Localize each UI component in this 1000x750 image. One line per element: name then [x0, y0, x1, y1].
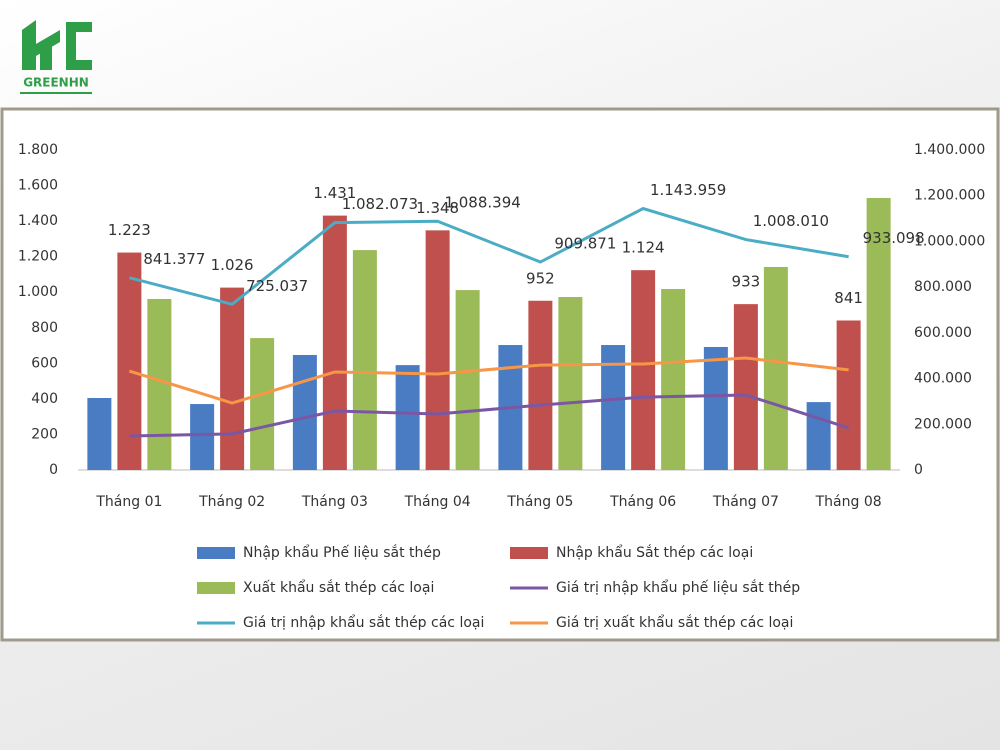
data-label: 1.431: [313, 184, 356, 202]
x-tick-label: Tháng 05: [506, 494, 573, 510]
legend-label: Giá trị xuất khẩu sắt thép các loại: [556, 614, 793, 631]
data-label: 841: [834, 289, 863, 307]
data-label: 933: [732, 273, 761, 291]
data-label: 1.124: [622, 239, 665, 257]
legend-swatch: [510, 547, 548, 559]
y2-tick-label: 600.000: [914, 325, 972, 341]
bar: [733, 304, 758, 470]
bar: [455, 290, 480, 470]
legend-swatch: [197, 547, 235, 559]
line: [128, 206, 849, 306]
y2-tick-label: 0: [914, 462, 923, 478]
bar: [117, 252, 142, 470]
x-tick-label: Tháng 08: [815, 494, 882, 510]
y-tick-label: 800: [31, 320, 58, 336]
data-label: 1.088.394: [444, 194, 520, 212]
logo: GREENHN: [20, 20, 92, 94]
bar: [528, 300, 553, 470]
legend-label: Giá trị nhập khẩu sắt thép các loại: [243, 614, 484, 631]
bar: [87, 398, 112, 470]
line: [129, 393, 850, 438]
data-label: 1.143.959: [650, 181, 726, 199]
legend-label: Nhập khẩu Phế liệu sắt thép: [243, 544, 441, 561]
bar: [703, 346, 728, 470]
y2-tick-label: 800.000: [914, 279, 972, 295]
data-label: 909.871: [554, 235, 616, 253]
data-label: 1.082.073: [342, 195, 418, 213]
data-label: 952: [526, 269, 555, 287]
bar: [292, 354, 317, 470]
bar: [220, 287, 245, 470]
data-label: 1.348: [416, 199, 459, 217]
y-tick-label: 1.800: [18, 142, 58, 158]
y-tick-label: 1.200: [18, 249, 58, 265]
bar: [763, 266, 788, 470]
x-tick-label: Tháng 04: [404, 494, 471, 510]
legend-swatch: [197, 582, 235, 594]
data-label: 725.037: [246, 277, 308, 295]
bar: [631, 270, 656, 470]
bar: [147, 298, 172, 470]
bar: [250, 338, 275, 470]
y-tick-label: 600: [31, 355, 58, 371]
bar: [190, 404, 215, 470]
data-label: 841.377: [143, 250, 205, 268]
y2-tick-label: 400.000: [914, 371, 972, 387]
bar: [661, 289, 686, 470]
y2-tick-label: 1.000.000: [914, 233, 985, 249]
y2-tick-label: 1.400.000: [914, 142, 985, 158]
y-tick-label: 1.400: [18, 213, 58, 229]
line: [128, 356, 849, 405]
x-tick-label: Tháng 02: [198, 494, 265, 510]
bar: [836, 320, 861, 470]
bar: [806, 402, 831, 470]
y2-tick-label: 200.000: [914, 416, 972, 432]
data-label: 1.026: [211, 256, 254, 274]
x-tick-label: Tháng 06: [609, 494, 676, 510]
bar: [425, 230, 450, 470]
bar: [866, 198, 891, 470]
y-tick-label: 1.600: [18, 178, 58, 194]
x-tick-label: Tháng 07: [712, 494, 779, 510]
legend-label: Nhập khẩu Sắt thép các loại: [556, 544, 753, 561]
y2-tick-label: 1.200.000: [914, 188, 985, 204]
y-tick-label: 1.000: [18, 284, 58, 300]
x-tick-label: Tháng 03: [301, 494, 368, 510]
x-tick-label: Tháng 01: [95, 494, 162, 510]
bar: [322, 215, 347, 470]
bar: [558, 297, 583, 470]
legend-label: Giá trị nhập khẩu phế liệu sắt thép: [556, 579, 800, 596]
bar: [395, 365, 420, 470]
bar: [352, 250, 377, 470]
data-label: 933.098: [863, 229, 925, 247]
data-label: 1.223: [108, 221, 151, 239]
y-tick-label: 400: [31, 391, 58, 407]
y-tick-label: 200: [31, 426, 58, 442]
y-tick-label: 0: [49, 462, 58, 478]
legend-label: Xuất khẩu sắt thép các loại: [243, 579, 434, 596]
data-label: 1.008.010: [753, 212, 829, 230]
logo-text: GREENHN: [23, 76, 89, 90]
